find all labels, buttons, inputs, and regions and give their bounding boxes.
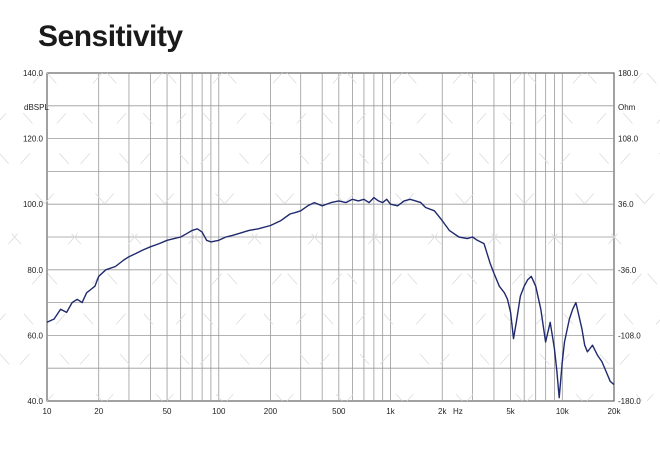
watermark-dash <box>0 353 43 402</box>
page-title: Sensitivity <box>38 20 183 53</box>
x-tick-label: 2k <box>438 407 447 416</box>
watermark-dash <box>346 72 643 402</box>
y-right-tick-label: 108.0 <box>618 135 639 144</box>
x-tick-label: 50 <box>163 407 172 416</box>
y-tick-labels: 40.0 60.0 80.0 100.0 120.0 140.0 <box>23 69 44 406</box>
y-tick-label: 40.0 <box>27 397 43 406</box>
x-tick-label: 10 <box>43 407 52 416</box>
y-tick-label: 140.0 <box>23 69 44 78</box>
watermark-dash <box>286 72 583 402</box>
grid-lines <box>47 73 614 401</box>
watermark-dash <box>466 185 660 402</box>
y-right-tick-label: 36.0 <box>618 200 634 209</box>
watermark-dash <box>226 72 523 402</box>
watermark-dash <box>46 72 343 402</box>
y-right-tick-labels: -180.0 -108.0 -36.0 36.0 108.0 180.0 <box>618 69 641 406</box>
x-tick-label: 1k <box>386 407 395 416</box>
x-axis-unit: Hz <box>453 407 463 416</box>
watermark-dash <box>406 119 660 402</box>
y-axis-right-label: Ohm <box>618 103 636 112</box>
x-tick-label: 200 <box>264 407 278 416</box>
watermark-dash <box>166 72 463 402</box>
x-tick-label: 10k <box>556 407 570 416</box>
watermark-dash <box>0 72 43 121</box>
y-axis-label: dBSPL <box>24 103 49 112</box>
x-tick-label: 20k <box>608 407 622 416</box>
sensitivity-curve <box>46 196 615 399</box>
y-tick-label: 80.0 <box>27 266 43 275</box>
y-tick-label: 60.0 <box>27 331 43 340</box>
y-right-tick-label: -36.0 <box>618 266 637 275</box>
y-tick-label: 100.0 <box>23 200 44 209</box>
y-right-tick-label: -180.0 <box>618 397 641 406</box>
watermark-layer <box>0 72 660 402</box>
x-tick-label: 500 <box>332 407 346 416</box>
watermark-dash <box>0 72 223 321</box>
watermark-dash <box>0 72 283 388</box>
y-tick-label: 120.0 <box>23 135 44 144</box>
x-tick-label: 20 <box>94 407 103 416</box>
watermark-dash <box>0 72 163 254</box>
x-tick-label: 100 <box>212 407 226 416</box>
y-right-tick-label: 180.0 <box>618 69 639 78</box>
x-tick-label: 5k <box>506 407 515 416</box>
x-tick-labels: 10 20 50 100 200 500 1k 2k 5k 10k 20k <box>43 407 622 416</box>
watermark-dash <box>106 72 403 402</box>
y-right-tick-label: -108.0 <box>618 331 641 340</box>
